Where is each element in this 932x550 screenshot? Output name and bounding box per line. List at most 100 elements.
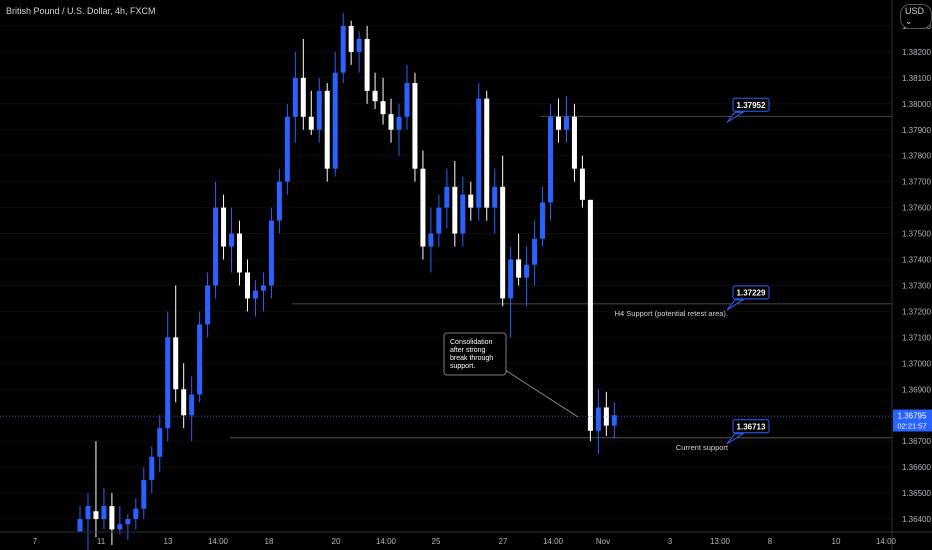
candle-body [300,77,306,117]
callout-text-line: break through [450,355,493,362]
candle-body [579,168,585,200]
candle-body [524,264,530,278]
candle-body [268,220,274,286]
candle-body [356,38,362,52]
candle-body [460,194,466,234]
candle-body [388,114,394,130]
current-price-tag-bg [893,409,932,432]
currency-label: USD [905,6,925,16]
candle-body [85,506,91,520]
callout-connector [501,367,579,418]
candle-body [516,259,522,278]
candle-body [484,98,490,208]
candle-body [133,508,139,520]
level-label-box [732,285,770,300]
level-label-pointer [726,433,745,445]
candle-body [197,324,203,395]
time-tick-label: 7 [33,537,38,546]
candle-body [556,116,561,130]
callout-text-line: after strong [450,347,486,354]
price-tick-label: 1.38200 [902,48,931,57]
support-levels: 1.37952 1.37229 H4 Support (potential rete… [230,97,892,452]
candle-body [428,233,434,247]
candle-body [308,116,314,130]
price-tick-label: 1.38000 [902,100,931,109]
candle-body [500,186,506,299]
callout-text-line: Consolidation [450,339,493,346]
level-note: Current support [676,443,729,452]
time-tick-label: 10 [832,537,841,546]
price-tick-label: 1.36700 [902,437,931,446]
candle-body [404,83,410,117]
level-label-text: 1.36713 [737,422,766,431]
price-tick-label: 1.37600 [902,204,931,213]
candle-body [595,407,601,431]
symbol-title: British Pound / U.S. Dollar, 4h, FXCM [6,6,156,16]
level-label-pointer [726,111,745,123]
time-tick-label: 14:00 [876,537,897,546]
price-tick-label: 1.36400 [902,515,931,524]
price-tick-label: 1.37100 [902,333,931,342]
candle-body [181,389,187,416]
candles [77,12,617,550]
time-tick-label: 14:00 [543,537,564,546]
level-label-box [732,419,770,434]
candle-body [189,394,195,416]
candle-body [532,238,538,265]
candle-body [348,25,354,52]
time-tick-label: 11 [97,537,106,546]
price-tick-label: 1.37400 [902,256,931,265]
time-tick-label: 3 [668,537,673,546]
candle-body [77,519,83,532]
candle-body [157,428,163,457]
candle-body [436,207,442,234]
currency-selector[interactable]: USD ⌄ [900,4,932,29]
candle-body [571,116,577,169]
candle-body [260,285,266,291]
chevron-down-icon: ⌄ [905,16,913,26]
candle-body [340,25,346,73]
candle-body [237,233,242,273]
candle-body [548,116,554,203]
candle-body [332,72,338,169]
candle-body [149,456,155,481]
level-label-box [732,97,770,112]
price-tick-label: 1.37500 [902,230,931,239]
candle-body [380,101,386,115]
price-tick-label: 1.37900 [902,126,931,135]
candle-body [117,524,123,530]
level-note: H4 Support (potential retest area). [615,309,728,318]
candle-body [364,38,370,91]
time-tick-label: 14:00 [208,537,229,546]
candle-body [587,199,593,431]
callout-box [443,332,507,376]
candle-body [420,168,426,247]
candle-body [492,186,498,208]
callout-text-line: support. [450,363,475,370]
candle-body [540,202,546,239]
price-tick-label: 1.37700 [902,178,931,187]
candle-body [109,506,115,530]
candle-body [141,480,147,509]
candle-body [125,519,131,525]
time-tick-label: 27 [499,537,508,546]
candle-body [276,181,282,221]
time-tick-label: Nov [596,537,610,546]
price-tick-label: 1.37800 [902,152,931,161]
candle-body [452,186,458,234]
time-tick-label: 13:00 [710,537,731,546]
time-tick-label: 25 [432,537,441,546]
candle-body [444,186,450,208]
candle-body [165,337,171,429]
candle-body [563,116,569,130]
time-axis[interactable]: 7 11 13 14:00 18 20 14:00 25 27 14:00 Nov 3 13:00 8 10… [0,531,932,546]
price-tick-label: 1.36600 [902,463,931,472]
candle-body [316,90,322,130]
price-tick-label: 1.36500 [902,489,931,498]
candle-body [93,511,99,520]
price-tick-label: 1.38100 [902,74,931,83]
